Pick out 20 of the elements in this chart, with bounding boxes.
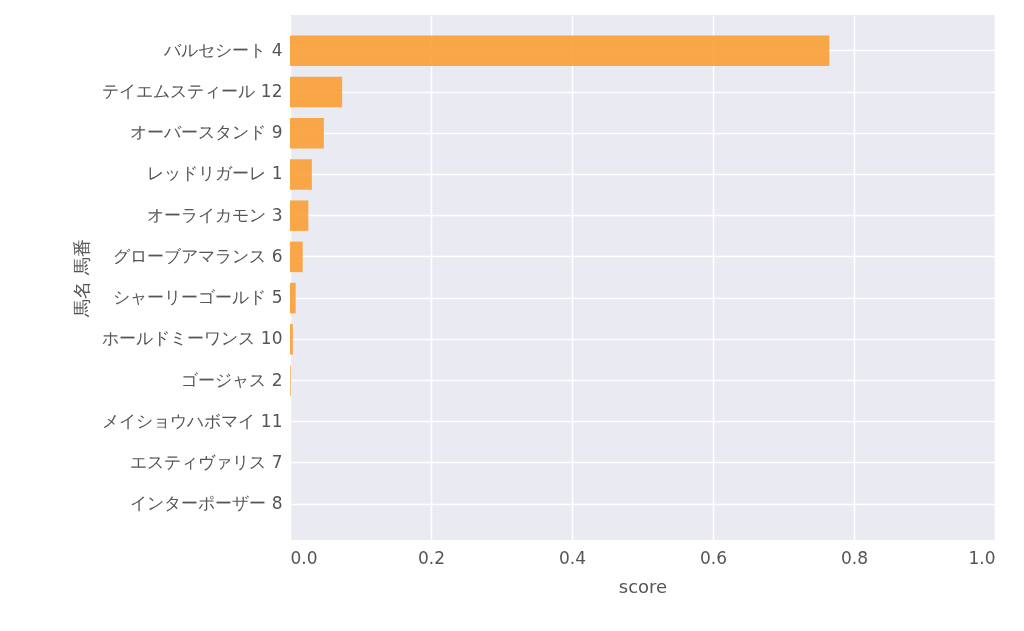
y-tick-label: ゴージャス 2: [181, 369, 283, 390]
y-tick-label: メイショウハボマイ 11: [102, 410, 283, 431]
x-tick-label: 0.6: [699, 547, 728, 568]
x-tick-label: 0.2: [417, 547, 446, 568]
x-tick-label: 0.8: [840, 547, 869, 568]
y-tick-label: ホールドミーワンス 10: [102, 328, 283, 349]
y-tick-label: バルセシート 4: [163, 39, 283, 60]
x-tick-label: 0.4: [558, 547, 587, 568]
x-tick-label: 1.0: [968, 547, 996, 568]
y-tick-label: エスティヴァリス 7: [130, 451, 283, 472]
y-tick-label: オーバースタンド 9: [130, 122, 283, 143]
y-axis-title: 馬名 馬番: [71, 239, 93, 318]
y-tick-label: テイエムスティール 12: [102, 81, 283, 102]
y-tick-label: インターポーザー 8: [130, 493, 283, 514]
y-tick-label: オーライカモン 3: [147, 204, 283, 225]
y-tick-label: シャーリーゴールド 5: [113, 287, 283, 308]
x-tick-label: 0.0: [290, 547, 318, 568]
x-axis-title: score: [618, 575, 668, 597]
y-tick-label: レッドリガーレ 1: [147, 163, 283, 184]
y-tick-label: グローブアマランス 6: [113, 245, 283, 266]
